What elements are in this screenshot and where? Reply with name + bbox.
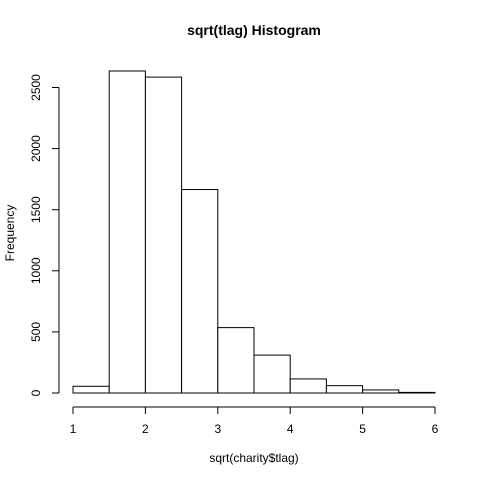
y-axis: 0 500 1000 1500 2000 2500 bbox=[29, 74, 60, 396]
y-tick-label-2500: 2500 bbox=[29, 74, 43, 101]
y-tick-label-0: 0 bbox=[29, 389, 43, 396]
histogram-bar-5 bbox=[217, 327, 255, 394]
y-axis-label: Frequency bbox=[3, 205, 17, 262]
x-tick-label-5: 5 bbox=[359, 422, 366, 436]
histogram-bar-7 bbox=[289, 378, 327, 394]
x-axis: 1 2 3 4 5 6 bbox=[70, 406, 439, 436]
x-tick-label-2: 2 bbox=[142, 422, 149, 436]
x-tick-label-4: 4 bbox=[287, 422, 294, 436]
histogram-bar-10 bbox=[398, 391, 436, 394]
histogram-bar-6 bbox=[253, 354, 291, 394]
histogram-bar-1 bbox=[72, 385, 110, 394]
y-tick-label-1500: 1500 bbox=[29, 196, 43, 223]
histogram-bar-4 bbox=[181, 189, 219, 394]
histogram-bar-3 bbox=[144, 76, 183, 394]
y-tick-label-2000: 2000 bbox=[29, 135, 43, 162]
histogram-bar-2 bbox=[108, 70, 146, 394]
bars-group bbox=[72, 70, 436, 394]
y-tick-label-1000: 1000 bbox=[29, 257, 43, 284]
x-tick-label-3: 3 bbox=[214, 422, 221, 436]
chart-title: sqrt(tlag) Histogram bbox=[187, 22, 321, 38]
histogram-bar-9 bbox=[362, 389, 400, 394]
histogram-bar-8 bbox=[325, 385, 364, 394]
x-axis-label: sqrt(charity$tlag) bbox=[209, 451, 298, 465]
y-tick-label-500: 500 bbox=[29, 322, 43, 342]
x-tick-label-1: 1 bbox=[70, 422, 77, 436]
x-tick-label-6: 6 bbox=[432, 422, 439, 436]
